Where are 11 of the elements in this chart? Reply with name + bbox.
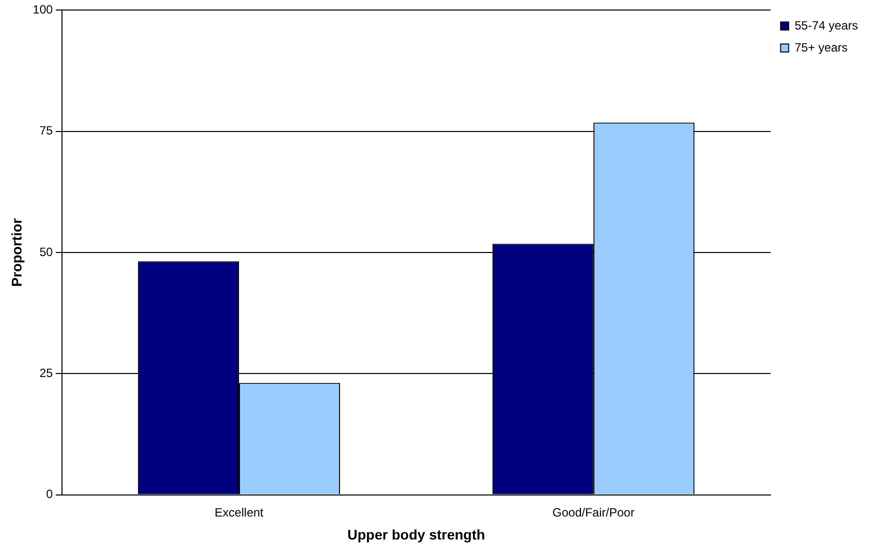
legend-label: 75+ years — [794, 40, 848, 54]
x-tick-label: Excellent — [214, 505, 264, 520]
x-axis-title: Upper body strength — [347, 526, 486, 542]
legend-label: 55-74 years — [794, 18, 858, 32]
y-tick-label: 100 — [32, 2, 54, 17]
y-tick-label: 50 — [39, 244, 54, 259]
y-tick-label: 75 — [39, 124, 54, 138]
x-tick-label: Good/Fair/Poor — [552, 505, 634, 520]
y-tick-label: 25 — [39, 366, 54, 380]
y-tick-label: 0 — [46, 487, 54, 502]
y-axis-title: Proportior — [8, 218, 24, 287]
